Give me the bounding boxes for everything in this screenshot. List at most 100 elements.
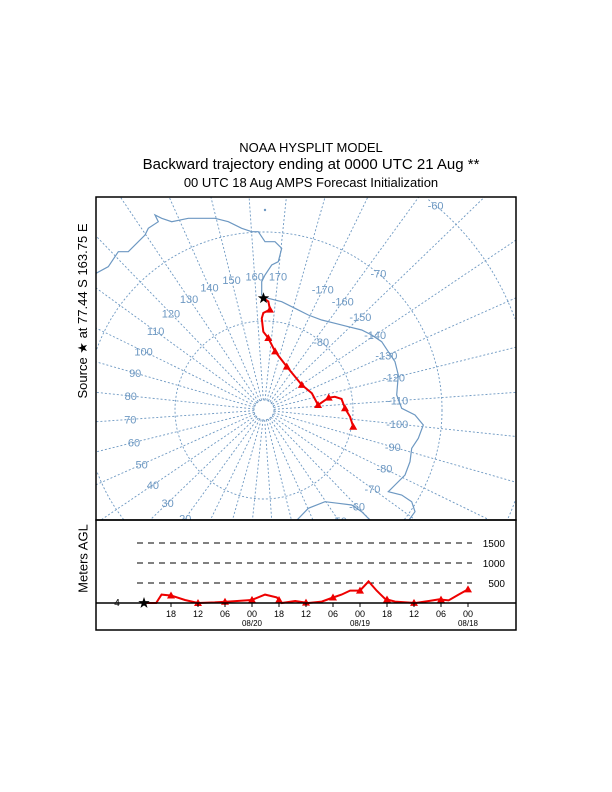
- longitude-label: -70: [364, 484, 380, 496]
- latitude-ring: [253, 399, 275, 421]
- longitude-label: -80: [376, 464, 392, 476]
- longitude-label: 110: [147, 326, 165, 338]
- date-label: 08/18: [458, 619, 479, 628]
- longitude-label: -50: [331, 516, 347, 528]
- longitude-label: -120: [383, 373, 405, 385]
- meridian-line: [267, 418, 314, 520]
- height-frame: [95, 519, 517, 631]
- meridian-line: [149, 416, 258, 520]
- meridian-line: [251, 419, 264, 520]
- meridian-line: [270, 197, 485, 404]
- time-tick-label: 12: [301, 609, 311, 619]
- longitude-label: -60: [349, 501, 365, 513]
- longitude-label: 80: [125, 391, 137, 403]
- meridian-line: [272, 297, 516, 407]
- trajectory-line: [260, 297, 355, 428]
- trajectory: [257, 292, 358, 430]
- latitude-ring: [428, 199, 516, 519]
- longitude-label: 30: [161, 498, 173, 510]
- time-tick-label: 18: [382, 609, 392, 619]
- meridian-line: [269, 418, 339, 520]
- time-tick-label: 18: [166, 609, 176, 619]
- latitude-ring: [96, 231, 443, 520]
- trajectory-marker: [324, 393, 333, 401]
- height-marker: [356, 586, 364, 594]
- longitude-label: 140: [200, 283, 218, 295]
- longitude-label: 160: [245, 271, 263, 283]
- height-marker: [329, 593, 337, 601]
- island-dot: [263, 208, 267, 212]
- meridian-line: [96, 287, 257, 405]
- height-marker: [248, 595, 256, 603]
- longitude-label: 90: [129, 368, 141, 380]
- longitude-label: 70: [124, 414, 136, 426]
- meridian-line: [183, 417, 259, 520]
- meridian-line: [96, 391, 255, 410]
- trajectory-marker: [349, 422, 358, 430]
- meridian-line: [273, 410, 516, 437]
- meridian-line: [265, 419, 292, 520]
- time-tick-label: 00: [355, 609, 365, 619]
- trajectory-marker: [265, 305, 274, 313]
- trajectory-marker: [271, 347, 280, 355]
- longitude-label: -100: [386, 419, 408, 431]
- time-tick-label: 12: [193, 609, 203, 619]
- longitude-label: 60: [128, 437, 140, 449]
- reference-line-label: 1500: [483, 539, 506, 550]
- longitude-label: -110: [387, 396, 408, 408]
- meridian-line: [266, 197, 326, 401]
- longitude-label: -150: [349, 312, 371, 324]
- longitude-label: 50: [135, 460, 147, 472]
- meridian-line: [273, 391, 516, 410]
- initialization-label: 00 UTC 18 Aug AMPS Forecast Initializati…: [183, 175, 439, 190]
- time-tick-label: 06: [436, 609, 446, 619]
- model-title: NOAA HYSPLIT MODEL: [239, 140, 383, 155]
- reference-line-label: 1000: [483, 559, 506, 570]
- longitude-label: -170: [312, 285, 334, 297]
- latitude-label: -80: [313, 337, 329, 349]
- date-label: 08/19: [350, 619, 371, 628]
- meridian-line: [264, 419, 273, 520]
- meridian-line: [272, 239, 516, 405]
- meridian-line: [96, 361, 255, 408]
- longitude-label: 120: [162, 309, 180, 321]
- height-marker: [464, 585, 472, 593]
- meridian-line: [248, 197, 264, 401]
- time-tick-label: 00: [463, 609, 473, 619]
- longitude-label: -90: [385, 442, 401, 454]
- longitude-label: 100: [134, 346, 152, 358]
- trajectory-marker: [314, 400, 323, 408]
- coastline: [96, 213, 424, 520]
- date-label: 08/20: [242, 619, 263, 628]
- latitude-label: -70: [370, 269, 386, 281]
- meridian-line: [209, 418, 261, 520]
- time-tick-label: 00: [247, 609, 257, 619]
- trajectory-marker: [282, 362, 291, 370]
- time-tick-label: 12: [409, 609, 419, 619]
- time-tick-label: 06: [328, 609, 338, 619]
- meridian-line: [96, 410, 255, 423]
- height-panel: 500 1000 1500: [137, 539, 505, 608]
- trajectory-marker: [264, 334, 273, 342]
- latitude-label: -60: [428, 200, 444, 212]
- meridian-line: [119, 197, 259, 402]
- reference-line-label: 500: [488, 579, 505, 590]
- trajectory-marker: [297, 380, 306, 388]
- meridian-line: [232, 419, 262, 520]
- longitude-label: 40: [147, 480, 159, 492]
- meridian-line: [210, 197, 263, 401]
- latitude-ring: [174, 320, 354, 500]
- time-tick-label: 18: [274, 609, 284, 619]
- source-star-icon: [257, 292, 270, 304]
- trajectory-marker: [340, 404, 349, 412]
- longitude-label: 150: [222, 275, 240, 287]
- height-marker: [167, 591, 175, 599]
- height-marker: [302, 598, 310, 606]
- meridian-line: [96, 411, 255, 453]
- meridian-line: [96, 235, 258, 404]
